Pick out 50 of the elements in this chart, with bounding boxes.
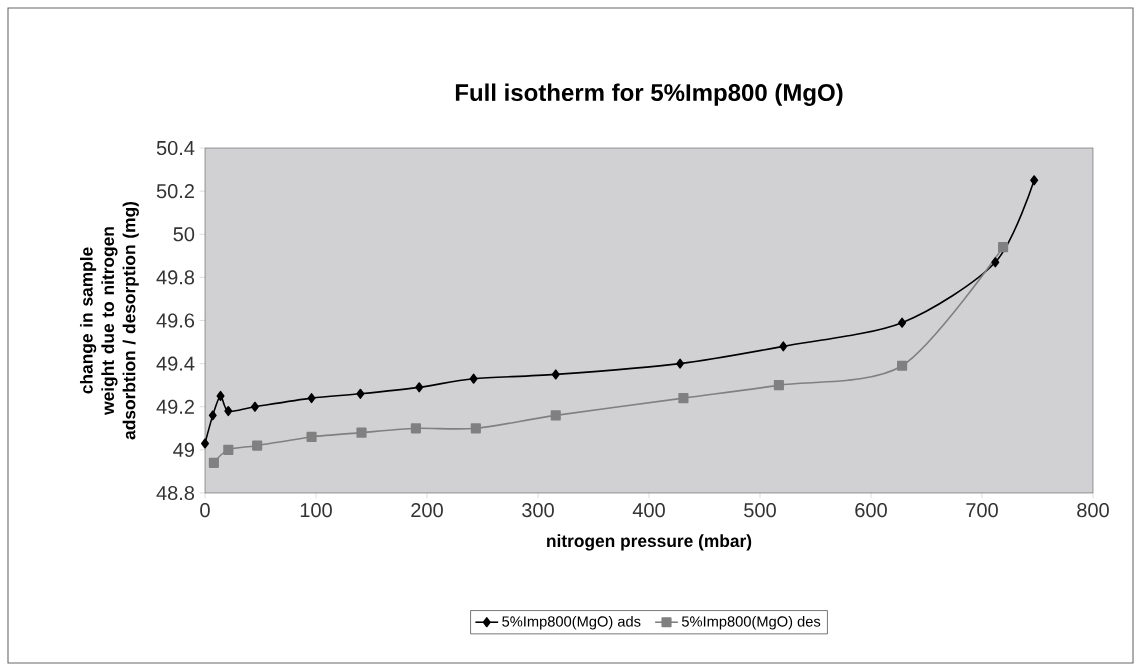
point — [991, 257, 1000, 268]
y-axis-title: change in sample weight due to nitrogen adsorbtion / desorption (mg) — [79, 201, 139, 440]
point — [779, 341, 788, 352]
y-tick-label: 50 — [173, 227, 195, 242]
x-axis-title: nitrogen pressure (mbar) — [547, 534, 752, 551]
legend-label: 5%Imp800(MgO) ads — [502, 615, 641, 630]
point — [1030, 175, 1039, 186]
x-tick-label: 800 — [1077, 503, 1109, 518]
point — [216, 390, 225, 402]
point — [356, 427, 367, 438]
point — [223, 444, 234, 455]
point — [307, 393, 316, 404]
x-tick-label: 500 — [744, 503, 776, 518]
point — [998, 242, 1009, 253]
point — [469, 373, 478, 384]
point — [415, 382, 424, 393]
point — [250, 401, 259, 412]
point — [678, 393, 689, 404]
y-tick-label: 49.4 — [156, 356, 195, 371]
point — [306, 431, 317, 443]
point — [208, 457, 219, 468]
y-tick-label: 48.8 — [156, 485, 195, 501]
y-tick-label: 49.8 — [156, 270, 195, 285]
point — [551, 369, 560, 380]
x-tick-label: 700 — [966, 503, 998, 518]
point — [410, 423, 421, 434]
y-tick-label: 49.6 — [156, 313, 195, 328]
x-tick-label: 200 — [411, 503, 443, 518]
x-tick-label: 600 — [855, 503, 887, 518]
y-tick-label: 50.2 — [156, 184, 194, 199]
x-tick-label: 100 — [300, 503, 332, 518]
x-tick-label: 300 — [522, 503, 554, 518]
point — [470, 423, 481, 434]
y-tick-label: 49 — [173, 442, 194, 457]
point — [201, 438, 209, 449]
x-tick-label: 0 — [200, 503, 210, 518]
point — [898, 317, 907, 328]
point — [224, 406, 233, 417]
y-tick-label: 50.4 — [156, 140, 195, 156]
y-tick-label: 49.2 — [156, 399, 194, 414]
legend-label: 5%Imp800(MgO) des — [681, 615, 821, 630]
point — [676, 358, 685, 369]
point — [773, 380, 784, 391]
point — [252, 440, 263, 451]
point — [208, 410, 217, 421]
point — [897, 360, 908, 371]
chart-title: Full isotherm for 5%Imp800 (MgO) — [455, 83, 843, 106]
x-tick-label: 400 — [632, 503, 665, 518]
point — [356, 388, 365, 399]
point — [550, 410, 561, 421]
